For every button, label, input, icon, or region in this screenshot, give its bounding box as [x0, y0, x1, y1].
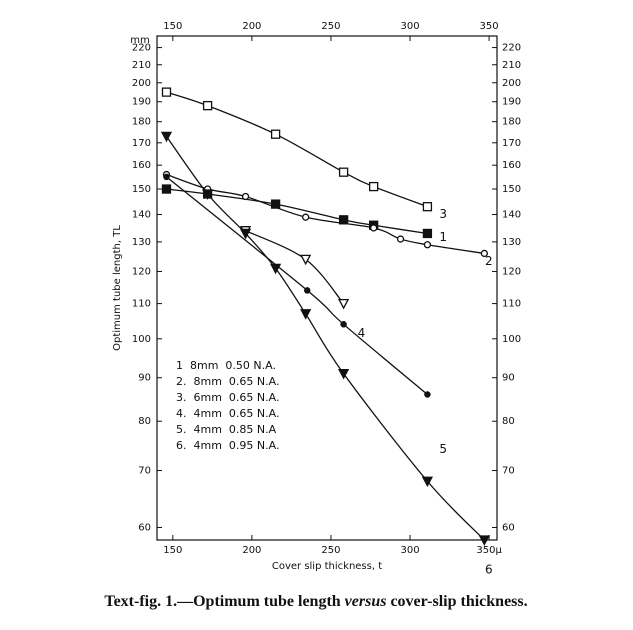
y-tick-label: 140	[502, 210, 521, 221]
marker	[422, 228, 433, 239]
y-tick-label: 170	[502, 138, 521, 149]
y-tick-label: 130	[132, 237, 151, 248]
x-tick-label: 300	[400, 545, 419, 556]
x-tick-label: 350	[480, 21, 499, 32]
y-tick-label: 160	[502, 160, 521, 171]
x-tick-label: 150	[163, 545, 182, 556]
marker	[369, 181, 379, 192]
marker	[421, 476, 433, 488]
y-tick-label: 120	[502, 266, 521, 277]
curve-label: 1	[439, 230, 447, 244]
marker	[270, 129, 281, 139]
x-axis-label: Cover slip thickness, t	[272, 561, 382, 572]
x-tick-label: 200	[242, 21, 261, 32]
curve-label: 6	[485, 563, 493, 577]
caption-italic: versus	[345, 593, 387, 610]
marker	[300, 254, 312, 266]
curve-label: 4	[358, 326, 366, 340]
marker	[396, 235, 405, 243]
legend-entry: 1 8mm 0.50 N.A.	[176, 359, 276, 372]
curve-label: 2	[485, 254, 493, 268]
legend-entry: 2. 8mm 0.65 N.A.	[176, 375, 279, 388]
x-tick-label: 250	[321, 21, 340, 32]
y-tick-label: 210	[132, 60, 151, 71]
marker	[241, 192, 250, 201]
y-tick-label: 80	[138, 416, 151, 427]
marker	[340, 321, 347, 328]
marker	[161, 87, 172, 97]
y-tick-label: 220	[502, 43, 521, 54]
x-tick-label: 150	[163, 21, 182, 32]
y-unit: mm	[130, 35, 149, 46]
marker	[163, 173, 170, 181]
y-tick-label: 220	[132, 43, 151, 54]
marker	[300, 309, 312, 320]
marker	[303, 287, 311, 294]
marker	[202, 189, 214, 200]
y-tick-label: 210	[502, 60, 521, 71]
curve-label: 5	[439, 442, 447, 456]
y-tick-label: 180	[132, 117, 151, 128]
x-tick-label: 300	[400, 21, 419, 32]
y-tick-label: 190	[502, 97, 521, 108]
x-tick-label: 350μ	[476, 545, 502, 556]
marker	[239, 228, 252, 240]
y-tick-label: 80	[502, 416, 515, 427]
x-tick-label: 200	[242, 545, 261, 556]
marker	[370, 224, 378, 232]
marker	[422, 202, 433, 212]
marker	[338, 298, 350, 310]
caption-text: cover-slip thickness.	[386, 593, 527, 610]
y-tick-label: 200	[132, 78, 151, 89]
marker	[480, 249, 488, 258]
y-tick-label: 170	[132, 138, 151, 149]
y-tick-label: 190	[132, 97, 151, 108]
curve	[166, 176, 428, 396]
curve	[245, 230, 345, 305]
y-tick-label: 130	[502, 237, 521, 248]
legend-entry: 4. 4mm 0.65 N.A.	[176, 407, 279, 420]
marker	[270, 263, 282, 275]
marker	[338, 167, 349, 177]
y-axis-label: Optimum tube length, TL	[112, 225, 123, 351]
y-tick-label: 90	[138, 373, 151, 384]
y-tick-label: 100	[132, 334, 151, 345]
curve-label: 3	[439, 207, 447, 221]
y-tick-label: 70	[138, 466, 151, 477]
curve	[165, 135, 485, 541]
marker	[478, 535, 490, 546]
marker	[338, 368, 350, 380]
legend-entry: 5. 4mm 0.85 N.A	[176, 423, 277, 436]
y-tick-label: 70	[502, 466, 515, 477]
marker	[270, 199, 281, 209]
legend-entry: 6. 4mm 0.95 N.A.	[176, 439, 279, 452]
caption: Text-fig. 1.—Optimum tube length versus …	[104, 593, 527, 610]
marker	[202, 100, 213, 111]
caption-text: Text-fig. 1.—Optimum tube length	[104, 593, 344, 610]
legend-entry: 3. 6mm 0.65 N.A.	[176, 391, 279, 404]
y-tick-label: 100	[502, 334, 521, 345]
marker	[424, 391, 431, 398]
y-tick-label: 200	[502, 78, 521, 89]
y-tick-label: 90	[502, 373, 515, 384]
y-tick-label: 60	[138, 522, 151, 533]
y-tick-label: 60	[502, 522, 515, 533]
y-tick-label: 160	[132, 160, 151, 171]
marker	[161, 184, 172, 194]
marker	[160, 131, 173, 143]
curve	[166, 173, 485, 255]
x-tick-label: 250	[321, 545, 340, 556]
y-tick-label: 110	[132, 299, 151, 310]
y-tick-label: 110	[502, 299, 521, 310]
plot-frame	[156, 35, 498, 541]
marker	[423, 241, 432, 249]
y-tick-label: 150	[132, 184, 151, 195]
y-tick-label: 120	[132, 266, 151, 277]
y-tick-label: 140	[132, 210, 151, 221]
y-tick-label: 180	[502, 117, 521, 128]
marker	[302, 213, 310, 221]
y-tick-label: 150	[502, 184, 521, 195]
